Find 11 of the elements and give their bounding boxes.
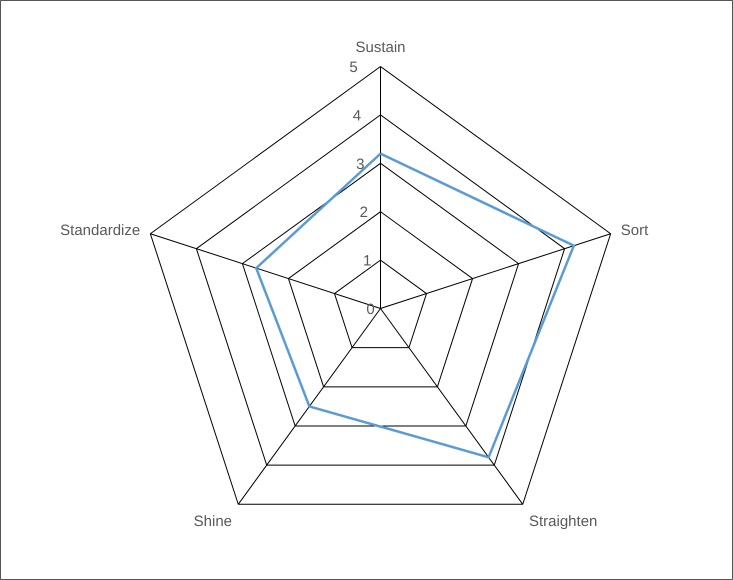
y-tick-label: 1 bbox=[362, 252, 372, 270]
spoke-label: Sustain bbox=[355, 38, 406, 56]
y-tick-label: 0 bbox=[366, 301, 375, 318]
spoke-label: Standardize bbox=[60, 222, 140, 239]
spoke-label: Sort bbox=[620, 222, 650, 239]
y-tick-label: 5 bbox=[349, 59, 358, 76]
y-tick-label: 2 bbox=[360, 204, 368, 222]
spoke-label: Shine bbox=[194, 512, 232, 530]
y-tick-label: 4 bbox=[352, 107, 362, 124]
spoke-label: Straighten bbox=[529, 512, 598, 530]
y-tick-label: 3 bbox=[356, 156, 365, 173]
